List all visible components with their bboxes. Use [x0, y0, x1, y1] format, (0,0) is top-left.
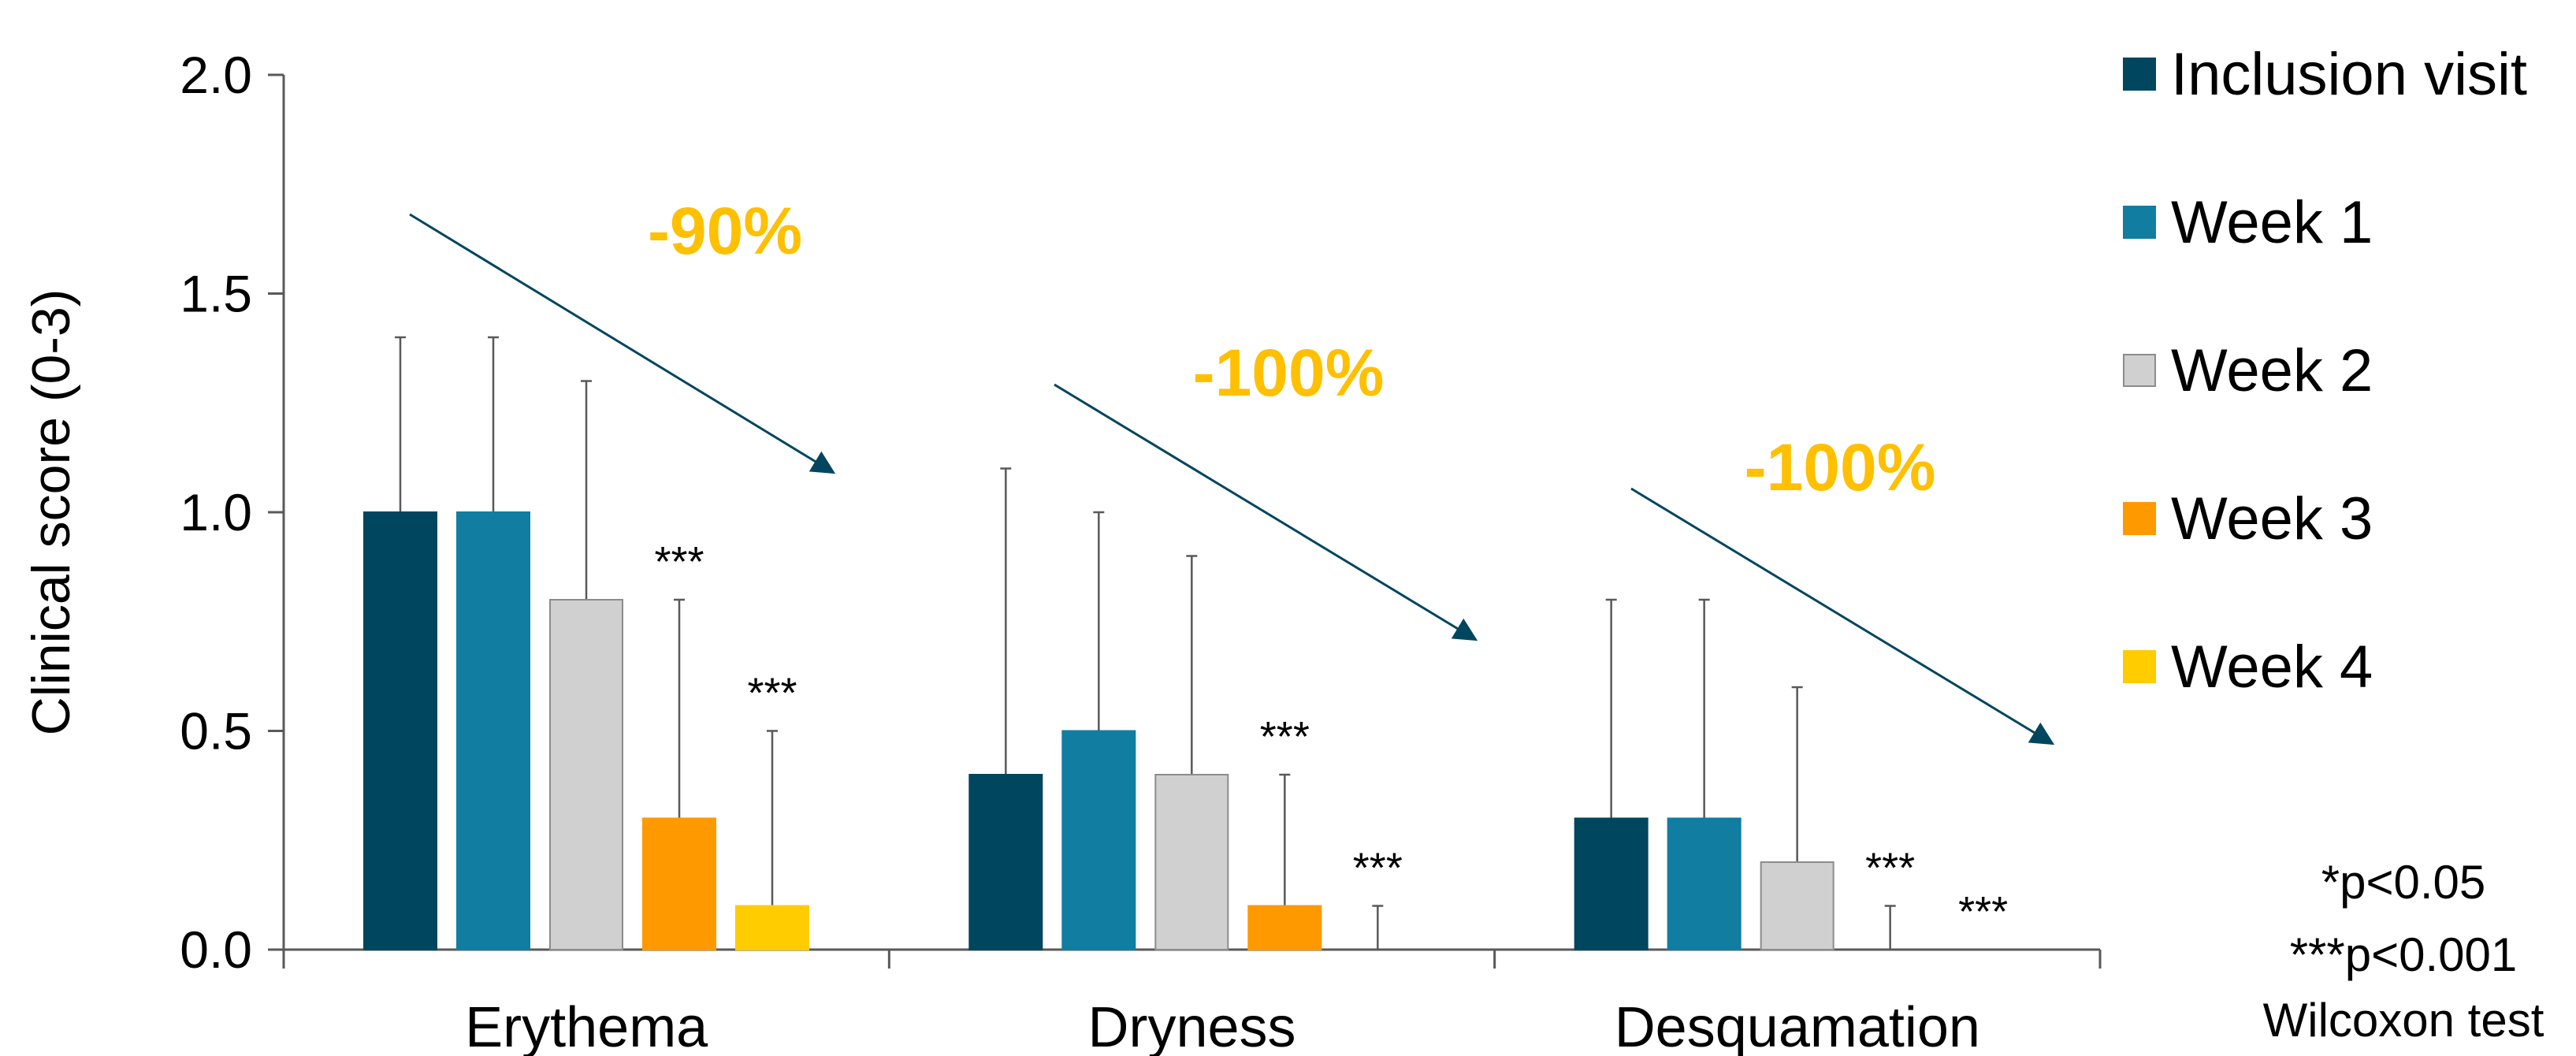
legend-swatch	[2123, 502, 2156, 535]
legend-swatch	[2123, 206, 2156, 239]
bar	[1061, 730, 1136, 950]
y-tick-label: 0.0	[180, 920, 252, 979]
bar	[363, 511, 437, 950]
legend-label: Week 1	[2171, 189, 2373, 256]
bar	[735, 905, 809, 950]
legend-label: Week 4	[2171, 634, 2373, 701]
significance-label: ***	[1260, 713, 1310, 760]
y-axis-label: Clinical score (0-3)	[21, 289, 81, 736]
decrease-arrow	[1054, 383, 1478, 641]
bar	[1247, 905, 1322, 950]
percent-change-label: -100%	[1193, 336, 1385, 410]
footnote-text: Wilcoxon test	[2263, 994, 2544, 1047]
legend-swatch	[2123, 354, 2156, 387]
x-tick-label: Erythema	[465, 996, 708, 1056]
y-tick-label: 0.5	[180, 702, 252, 760]
percent-change-label: -100%	[1745, 430, 1936, 504]
significance-label: ***	[1865, 845, 1915, 892]
significance-label: ***	[747, 670, 797, 717]
legend-label: Inclusion visit	[2171, 41, 2527, 108]
bar	[1154, 774, 1229, 950]
bar	[1760, 861, 1834, 950]
y-tick-label: 2.0	[180, 46, 252, 104]
percent-change-label: -90%	[648, 194, 802, 268]
significance-label: ***	[654, 538, 704, 586]
legend-label: Week 2	[2171, 337, 2373, 404]
footnote-text: ***p<0.001	[2290, 928, 2518, 981]
bar	[968, 774, 1043, 950]
legend-label: Week 3	[2171, 485, 2373, 552]
y-tick-label: 1.5	[180, 265, 252, 323]
legend-swatch	[2123, 58, 2156, 91]
y-tick-label: 1.0	[180, 483, 252, 541]
decrease-arrow	[1630, 487, 2055, 746]
legend-swatch	[2123, 650, 2156, 683]
bar	[549, 599, 623, 950]
bar	[1667, 817, 1741, 950]
decrease-arrow	[409, 213, 836, 474]
bar	[642, 817, 716, 950]
bar	[456, 511, 530, 950]
x-tick-label: Dryness	[1087, 996, 1295, 1056]
bar	[1574, 817, 1649, 950]
footnote-text: *p<0.05	[2321, 856, 2486, 909]
significance-label: ***	[1353, 845, 1403, 892]
significance-label: ***	[1958, 888, 2008, 935]
x-tick-label: Desquamation	[1615, 996, 1980, 1056]
